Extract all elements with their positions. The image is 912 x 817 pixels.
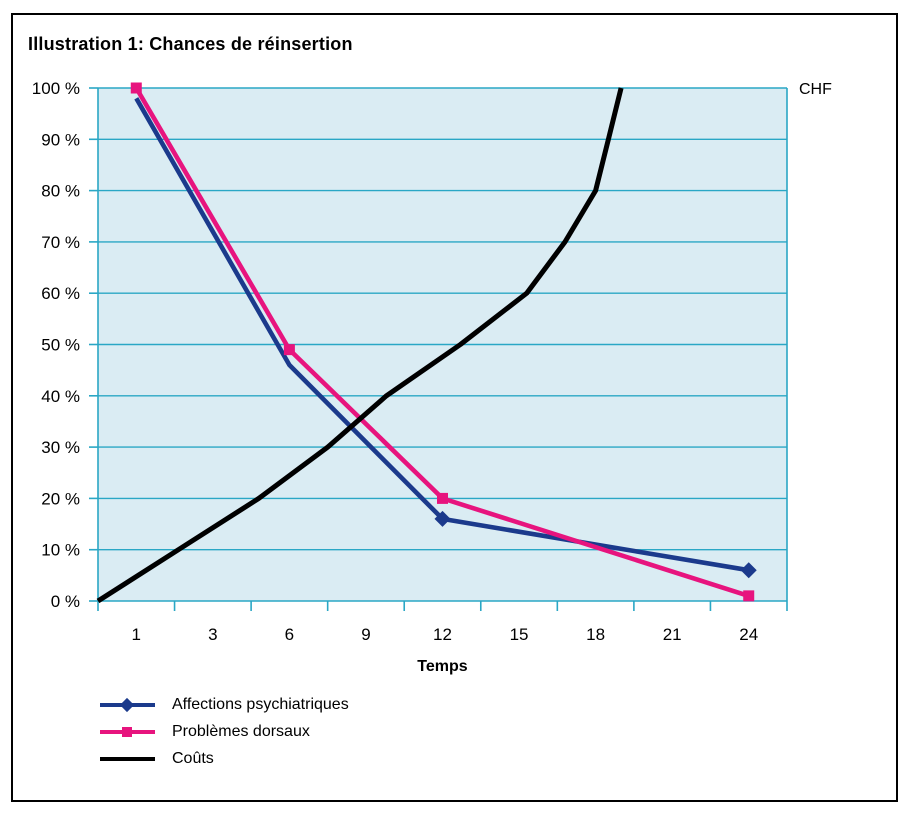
y-axis-tick-label: 80 % [41,182,80,201]
diamond-marker-icon [119,697,135,712]
series-line-probl-mes-dorsaux [134,86,750,599]
x-axis-tick-label: 21 [663,625,682,644]
y-axis-tick-label: 100 % [32,79,80,98]
legend-label: Affections psychiatriques [172,695,349,713]
y-axis-tick-label: 20 % [41,489,80,508]
y-axis-tick-label: 70 % [41,233,80,252]
square-marker-icon [283,344,295,356]
legend-swatch [100,751,155,767]
legend-swatch [100,724,155,740]
y-axis-tick-label: 90 % [41,130,80,149]
x-axis-tick-label: 6 [285,625,294,644]
x-axis-tick-label: 3 [208,625,217,644]
x-axis-title: Temps [417,658,467,675]
legend-swatch [100,697,155,713]
legend-label: Coûts [172,749,214,767]
legend-item-couts: Coûts [100,745,349,772]
figure-title: Illustration 1: Chances de réinsertion [28,34,353,54]
x-axis-tick-label: 18 [586,625,605,644]
y-axis-tick-label: 0 % [51,592,80,611]
legend-item-affections-psychiatriques: Affections psychiatriques [100,691,349,718]
chart-legend: Affections psychiatriques Problèmes dors… [100,691,349,772]
diamond-marker-icon [434,510,451,527]
square-marker-icon [130,82,142,94]
y-axis-tick-label: 40 % [41,387,80,406]
y-axis-tick-label: 30 % [41,438,80,457]
square-marker-icon [437,492,448,504]
x-axis-tick-label: 9 [361,625,370,644]
square-marker-icon [122,726,132,737]
y-axis-tick-label: 50 % [41,336,80,355]
x-axis-tick-label: 15 [510,625,529,644]
right-axis-label: CHF [799,81,832,98]
y-axis-tick-label: 60 % [41,284,80,303]
legend-item-problemes-dorsaux: Problèmes dorsaux [100,718,349,745]
x-axis-tick-label: 1 [132,625,141,644]
series-line-affections-psychiatriques [134,97,750,573]
y-axis-tick-label: 10 % [41,541,80,560]
legend-label: Problèmes dorsaux [172,722,310,740]
x-axis-tick-label: 24 [739,625,758,644]
x-axis-tick-label: 12 [433,625,452,644]
series-line-co-ts [96,87,624,604]
square-marker-icon [743,590,755,602]
diamond-marker-icon [740,562,757,579]
legend-line-sample [100,756,155,761]
